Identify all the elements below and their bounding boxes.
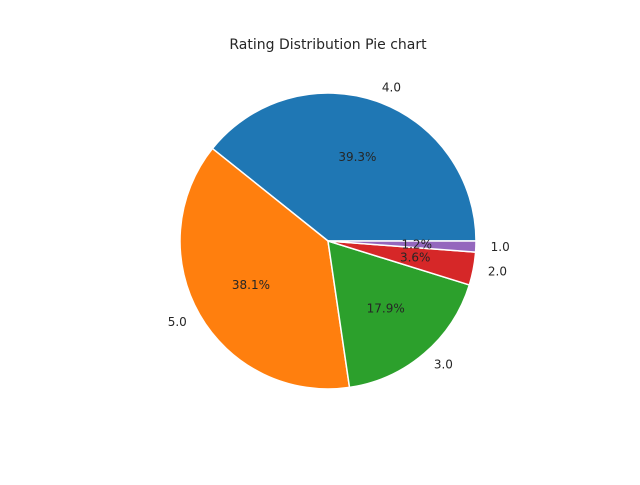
category-label-2-0: 2.0	[488, 264, 507, 278]
pie-labels: 4.0 39.3% 5.0 38.1% 3.0 17.9% 2.0 3.6% 1.0 1.2%	[168, 80, 510, 371]
percent-label-1-0: 1.2%	[401, 237, 432, 251]
percent-label-4-0: 39.3%	[338, 150, 376, 164]
category-label-3-0: 3.0	[434, 358, 453, 372]
category-label-4-0: 4.0	[382, 80, 401, 94]
percent-label-2-0: 3.6%	[400, 251, 431, 265]
category-label-5-0: 5.0	[168, 315, 187, 329]
percent-label-5-0: 38.1%	[232, 278, 270, 292]
pie-slice-3-0	[327, 240, 471, 389]
pie-slice-1-0	[327, 240, 477, 253]
percent-label-3-0: 17.9%	[367, 301, 405, 315]
pie-slice-5-0	[179, 147, 351, 390]
pie-slice-4-0	[211, 92, 477, 242]
chart-title: Rating Distribution Pie chart	[229, 37, 427, 53]
category-label-1-0: 1.0	[491, 240, 510, 254]
pie-slices	[179, 92, 477, 390]
